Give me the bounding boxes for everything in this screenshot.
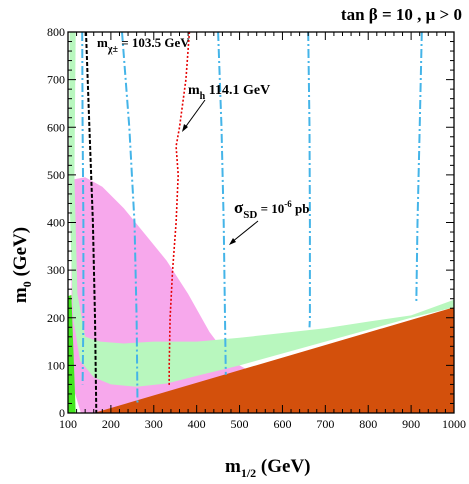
line-sigma_260	[121, 31, 139, 404]
contour-lines	[81, 31, 423, 414]
higgs-arrow	[183, 99, 206, 130]
region-green	[68, 294, 76, 413]
x-tick-label: 1000	[442, 417, 466, 431]
y-tick-label: 0	[59, 406, 65, 420]
x-tick-label: 300	[145, 417, 163, 431]
line-sigma_470	[217, 31, 227, 375]
line-sigma_670	[307, 31, 311, 328]
regions	[68, 32, 455, 413]
higgs-arrowhead	[182, 124, 188, 132]
x-tick-label: 200	[102, 417, 120, 431]
x-tick-label: 100	[59, 417, 77, 431]
y-tick-label: 800	[47, 25, 65, 39]
axis-ticks: 100 200 300 400 500 600 700 800 900 1000010020030…	[47, 25, 466, 431]
y-tick-label: 400	[47, 216, 65, 230]
line-chargino	[85, 31, 98, 414]
chargino-annotation: mχ± = 103.5 GeV	[97, 35, 190, 55]
x-tick-label: 700	[316, 417, 334, 431]
y-tick-label: 200	[47, 311, 65, 325]
x-tick-label: 900	[402, 417, 420, 431]
y-tick-label: 600	[47, 120, 65, 134]
y-tick-label: 100	[47, 358, 65, 372]
x-tick-label: 800	[359, 417, 377, 431]
x-tick-label: 500	[231, 417, 249, 431]
y-tick-label: 500	[47, 168, 65, 182]
sigma-annotation: σSD = 10-6 pb	[234, 198, 309, 221]
region-orange	[93, 307, 454, 413]
y-tick-label: 700	[47, 73, 65, 87]
x-tick-label: 600	[273, 417, 291, 431]
chart-title: tan β = 10 , μ > 0	[341, 5, 462, 24]
x-axis-label: m1/2 (GeV)	[225, 456, 311, 480]
region-lightgreen	[68, 32, 455, 387]
sigma-arrowhead	[229, 238, 236, 245]
higgs-annotation: mh 114.1 GeV	[188, 83, 270, 102]
y-axis-label: m0 (GeV)	[10, 227, 34, 303]
x-tick-label: 400	[188, 417, 206, 431]
sigma-arrow	[231, 220, 259, 243]
line-sigma_left	[81, 31, 85, 385]
y-tick-label: 300	[47, 263, 65, 277]
line-sigma_910	[415, 31, 423, 304]
